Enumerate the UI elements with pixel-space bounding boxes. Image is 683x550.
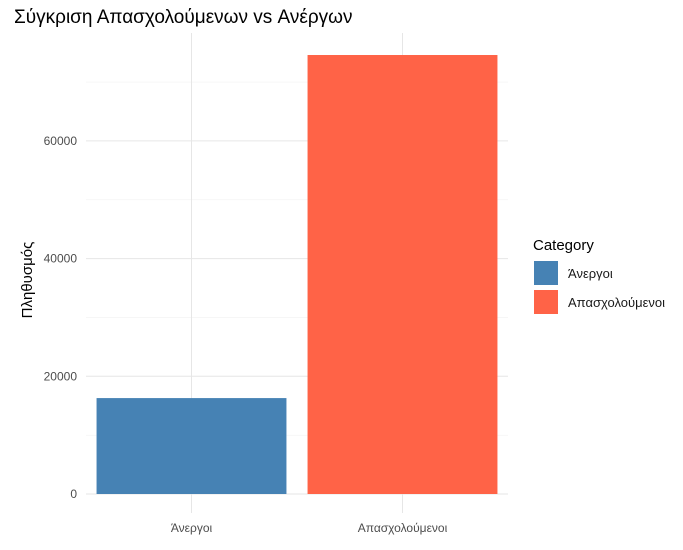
y-tick-label: 40000 bbox=[44, 252, 78, 266]
bar-1 bbox=[96, 398, 287, 494]
bar-2 bbox=[307, 55, 498, 494]
legend: Category Άνεργοι Απασχολούμενοι bbox=[533, 237, 665, 314]
y-axis-title: Πληθυσμός bbox=[19, 242, 36, 319]
y-axis-ticks: 0 20000 40000 60000 bbox=[44, 134, 78, 501]
y-tick-label: 20000 bbox=[44, 369, 78, 383]
x-tick-label: Απασχολούμενοι bbox=[358, 521, 448, 535]
chart-title: Σύγκριση Απασχολούμενων vs Ανέργων bbox=[14, 7, 353, 28]
bars bbox=[96, 55, 498, 494]
legend-label: Απασχολούμενοι bbox=[568, 295, 665, 310]
legend-swatch bbox=[534, 261, 558, 285]
legend-title: Category bbox=[533, 237, 594, 254]
y-tick-label: 0 bbox=[70, 487, 77, 501]
legend-label: Άνεργοι bbox=[568, 266, 613, 281]
legend-items: Άνεργοι Απασχολούμενοι bbox=[534, 261, 665, 314]
legend-swatch bbox=[534, 290, 558, 314]
y-tick-label: 60000 bbox=[44, 134, 78, 148]
x-axis-ticks: Άνεργοι Απασχολούμενοι bbox=[171, 521, 448, 535]
x-tick-label: Άνεργοι bbox=[171, 521, 213, 535]
